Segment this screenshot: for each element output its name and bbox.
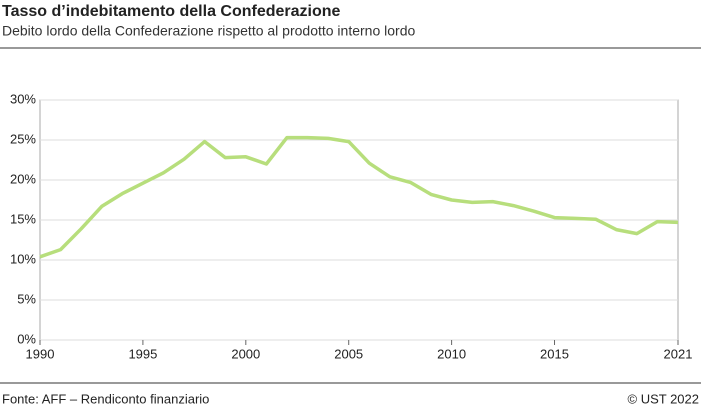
chart-title: Tasso d’indebitamento della Confederazio…: [2, 3, 341, 20]
copyright: © UST 2022: [628, 391, 700, 406]
x-tick-label: 2015: [540, 346, 569, 361]
x-tick-label: 1995: [128, 346, 157, 361]
y-tick-label: 10%: [10, 251, 36, 266]
y-tick-label: 25%: [10, 131, 36, 146]
x-tick-label: 2021: [664, 346, 693, 361]
y-tick-label: 5%: [17, 291, 36, 306]
chart-subtitle: Debito lordo della Confederazione rispet…: [2, 23, 415, 39]
y-tick-label: 30%: [10, 91, 36, 106]
x-tick-label: 2000: [231, 346, 260, 361]
data-line: [39, 135, 679, 259]
y-tick-label: 0%: [17, 331, 36, 346]
x-tick-label: 2010: [437, 346, 466, 361]
y-tick-label: 20%: [10, 171, 36, 186]
y-tick-label: 15%: [10, 211, 36, 226]
x-tick-label: 1990: [26, 346, 55, 361]
x-tick-label: 2005: [334, 346, 363, 361]
source: Fonte: AFF – Rendiconto finanziario: [2, 391, 209, 406]
